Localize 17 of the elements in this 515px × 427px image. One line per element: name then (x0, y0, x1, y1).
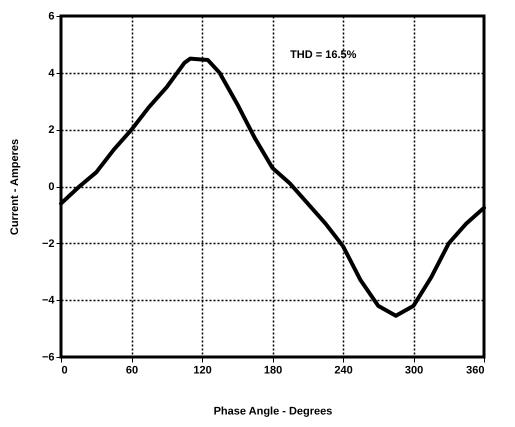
y-tick-label: −6 (42, 352, 54, 364)
y-tick-label: 6 (48, 10, 54, 22)
x-axis-title: Phase Angle - Degrees (214, 406, 332, 418)
y-axis-title: Current - Amperes (8, 138, 21, 236)
y-tick-label: 4 (48, 67, 56, 80)
y-tick-label: −2 (42, 238, 54, 250)
x-tick-label: 180 (264, 364, 282, 376)
y-tick-label: −4 (42, 294, 56, 307)
x-tick-label: 300 (404, 364, 424, 376)
y-tick-label: 0 (48, 181, 54, 193)
x-tick-label: 120 (193, 364, 212, 376)
annotation: THD = 16.5% (290, 49, 357, 62)
x-tick-label: 0 (62, 364, 68, 376)
x-tick-label: 360 (466, 364, 484, 376)
x-tick-label: 240 (334, 364, 353, 376)
x-tick-label: 60 (126, 364, 138, 376)
y-tick-label: 2 (48, 124, 54, 136)
